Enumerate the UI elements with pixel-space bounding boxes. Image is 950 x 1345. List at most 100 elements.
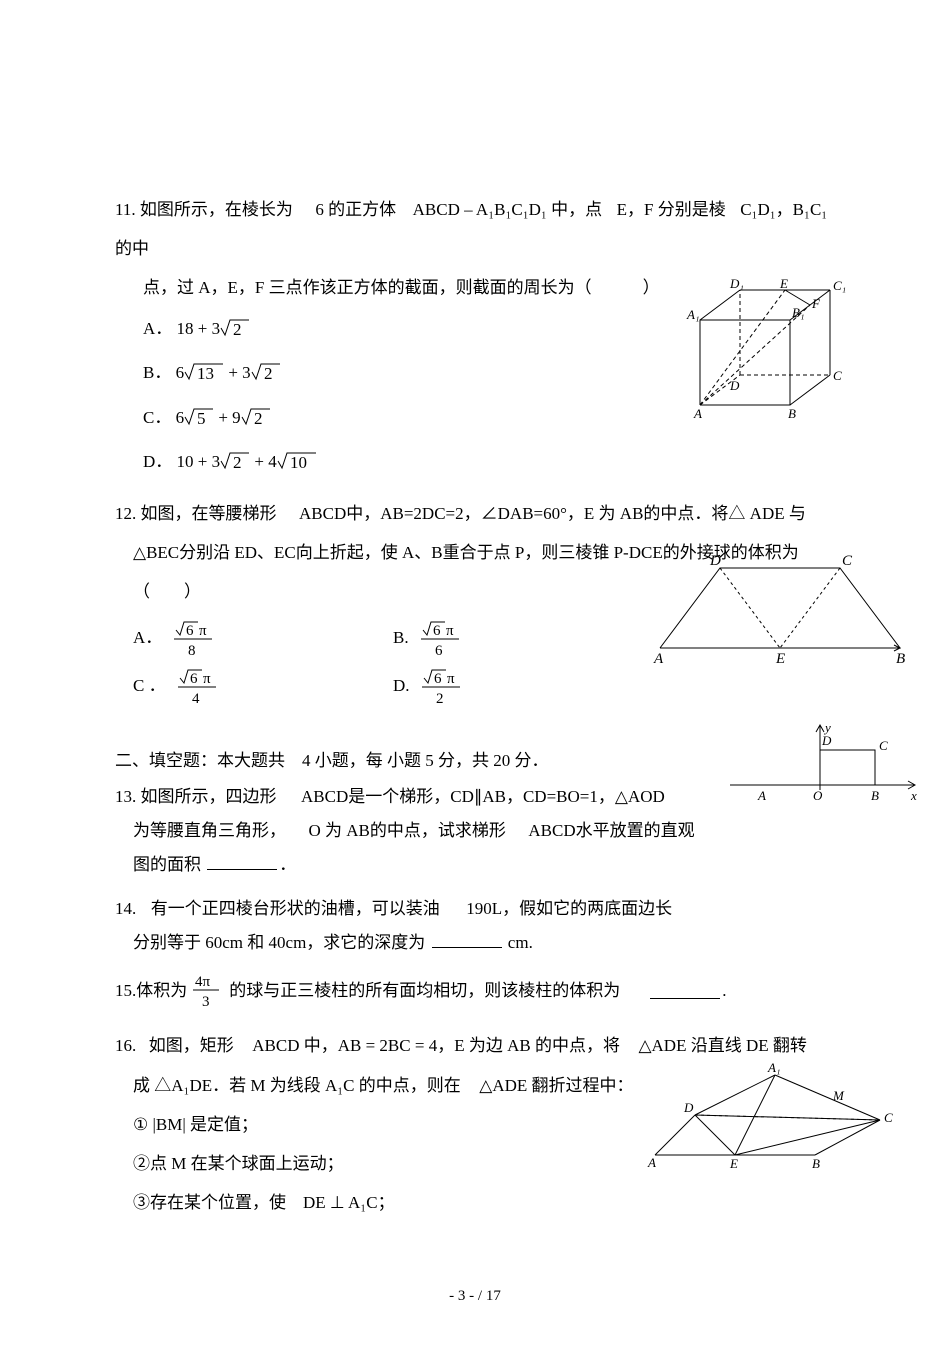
frac-icon: 6 π 8 — [172, 617, 218, 659]
q14-number: 14. — [115, 899, 136, 918]
svg-text:2: 2 — [233, 320, 242, 337]
q12-opt-d: D. 6 π 2 — [393, 665, 466, 707]
blank-field — [432, 932, 502, 948]
q12-t2: ABCD中，AB=2DC=2，∠DAB=60°，E 为 AB的中点．将△ ADE… — [299, 504, 806, 523]
svg-text:10: 10 — [290, 453, 307, 470]
svg-text:C: C — [842, 553, 853, 569]
q12-number: 12. — [115, 504, 136, 523]
q14: 14. 有一个正四棱台形状的油槽，可以装油 190L，假如它的两底面边长 分别等… — [115, 892, 830, 960]
q14-t2: 190L，假如它的两底面边长 — [466, 899, 672, 918]
q16-t3: △ADE 沿直线 DE 翻转 — [638, 1036, 806, 1055]
q16-figure: A E B D C A₁ M — [640, 1060, 900, 1175]
frac-4pi-3-icon: 4π 3 — [191, 970, 225, 1010]
q11-t2: 6 的正方体 — [315, 200, 396, 219]
svg-text:π: π — [446, 623, 454, 639]
svg-text:M: M — [832, 1088, 845, 1103]
svg-text:B₁: B₁ — [792, 305, 804, 320]
svg-text:E: E — [729, 1156, 738, 1170]
svg-text:O: O — [813, 788, 823, 803]
svg-text:A: A — [647, 1155, 656, 1170]
svg-text:4: 4 — [192, 691, 200, 707]
q13-line1: 13. 如图所示，四边形 ABCD是一个梯形，CD∥AB，CD=BO=1，△AO… — [115, 780, 830, 814]
blank-field — [207, 854, 277, 870]
svg-text:x: x — [910, 788, 917, 803]
q11-cb-label: B． — [143, 363, 171, 382]
q15-t1: 体积为 — [136, 971, 187, 1010]
svg-text:π: π — [447, 671, 455, 687]
q11-line1: 11. 如图所示，在棱长为 6 的正方体 ABCD – A₁B₁C₁D₁ 中，点… — [115, 190, 830, 268]
svg-text:A₁: A₁ — [686, 307, 699, 322]
q11-choice-d: D． 10 + 32 + 410 — [115, 440, 830, 484]
svg-text:B: B — [788, 406, 796, 421]
svg-text:C: C — [879, 738, 888, 753]
svg-text:6: 6 — [435, 643, 443, 659]
q12-cc-label: C ． — [133, 672, 166, 701]
q16-t5: △ADE 翻折过程中： — [479, 1076, 633, 1095]
svg-text:π: π — [199, 623, 207, 639]
q11-t3: ABCD – A₁B₁C₁D₁ 中，点 — [413, 200, 602, 219]
q13-line2: 为等腰直角三角形， O 为 AB的中点，试求梯形 ABCD水平放置的直观 — [115, 814, 830, 848]
svg-text:6: 6 — [190, 671, 198, 687]
q11-cd-math: 10 + 32 + 410 — [177, 452, 317, 471]
blank-field — [650, 982, 720, 998]
q13-number: 13. — [115, 787, 136, 806]
q15-line: 15. 体积为 4π 3 的球与正三棱柱的所有面均相切，则该棱柱的体积为 . — [115, 970, 830, 1010]
q11-ca-label: A． — [143, 319, 172, 338]
svg-text:B: B — [896, 651, 905, 667]
svg-text:y: y — [823, 720, 831, 735]
frac-icon: 6 π 2 — [420, 665, 466, 707]
folded-rect-icon: A E B D C A₁ M — [640, 1060, 900, 1170]
q11-t4: E，F 分别是棱 — [617, 200, 726, 219]
svg-text:6: 6 — [433, 623, 441, 639]
q12-ca-label: A． — [133, 624, 162, 653]
svg-text:C₁: C₁ — [833, 278, 846, 293]
frac-icon: 6 π 6 — [419, 617, 465, 659]
q12-opt-a: A． 6 π 8 — [133, 617, 393, 659]
svg-text:2: 2 — [254, 409, 263, 426]
q16-t4: 成 △A₁DE．若 M 为线段 A₁C 的中点，则在 — [133, 1076, 461, 1095]
q11-figure: A B C D A₁ B₁ C₁ D₁ E F — [670, 275, 850, 430]
q12-t1: 如图，在等腰梯形 — [141, 504, 277, 523]
q14-t3: 分别等于 60cm 和 40cm，求它的深度为 — [133, 933, 425, 952]
svg-text:C: C — [884, 1110, 893, 1125]
svg-text:E: E — [779, 276, 788, 291]
svg-text:D₁: D₁ — [729, 276, 744, 291]
svg-text:3: 3 — [202, 994, 210, 1010]
q11-t1: 如图所示，在棱长为 — [140, 200, 293, 219]
svg-text:4π: 4π — [195, 974, 211, 990]
q13-t1: 如图所示，四边形 — [141, 787, 277, 806]
q13-figure: A O B C D x y — [725, 720, 925, 815]
q12-line1: 12. 如图，在等腰梯形 ABCD中，AB=2DC=2，∠DAB=60°，E 为… — [115, 494, 830, 533]
svg-text:E: E — [775, 651, 785, 667]
svg-text:B: B — [812, 1156, 820, 1170]
q13-t5: ABCD水平放置的直观 — [528, 821, 694, 840]
svg-text:A: A — [757, 788, 766, 803]
q11-cb-math: 613 + 32 — [176, 363, 281, 382]
svg-text:2: 2 — [264, 364, 273, 381]
q16-item3: ③存在某个位置，使 DE ⊥ A₁C； — [115, 1183, 830, 1222]
q13-t2: ABCD是一个梯形，CD∥AB，CD=BO=1，△AOD — [301, 787, 665, 806]
axes-trapezoid-icon: A O B C D x y — [725, 720, 925, 810]
q12-opt-c: C ． 6 π 4 — [133, 665, 393, 707]
q12-cd-label: D. — [393, 672, 410, 701]
q15-dot: . — [722, 971, 726, 1010]
q12-figure: A B C D E — [650, 548, 910, 673]
q16-t1: 如图，矩形 — [149, 1036, 234, 1055]
q13-t3: 为等腰直角三角形， — [133, 821, 286, 840]
svg-text:F: F — [811, 296, 821, 311]
svg-text:A: A — [653, 651, 664, 667]
q16-number: 16. — [115, 1036, 136, 1055]
svg-text:D: D — [709, 553, 721, 569]
q13-t4: O 为 AB的中点，试求梯形 — [309, 821, 506, 840]
q12-opts-row2: C ． 6 π 4 D. 6 π — [115, 665, 613, 707]
page-container: 11. 如图所示，在棱长为 6 的正方体 ABCD – A₁B₁C₁D₁ 中，点… — [0, 0, 950, 1345]
svg-text:π: π — [203, 671, 211, 687]
q16-t2: ABCD 中，AB = 2BC = 4，E 为边 AB 的中点，将 — [252, 1036, 620, 1055]
svg-text:6: 6 — [434, 671, 442, 687]
svg-text:D: D — [821, 733, 832, 748]
q11-l2: 点，过 A，E，F 三点作该正方体的截面，则截面的周长为（ ） — [143, 278, 660, 297]
svg-text:13: 13 — [197, 364, 214, 381]
svg-text:B: B — [871, 788, 879, 803]
q11-cc-math: 65 + 92 — [176, 408, 271, 427]
q13-t6: 图的面积 — [133, 855, 201, 874]
